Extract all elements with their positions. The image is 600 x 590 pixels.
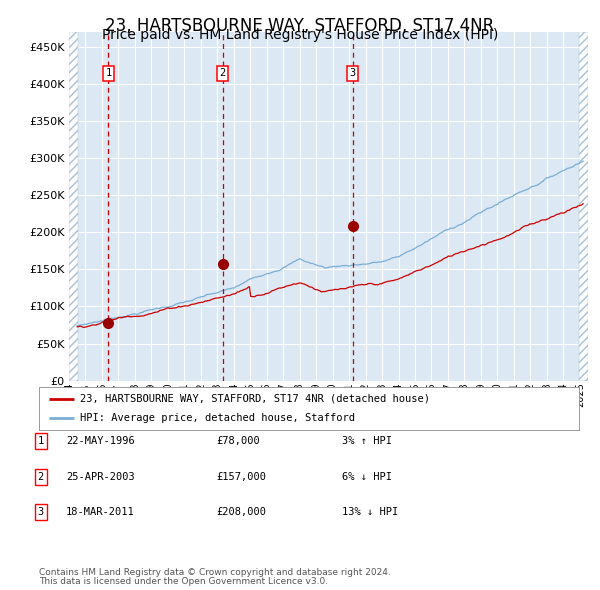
Text: 6% ↓ HPI: 6% ↓ HPI <box>342 472 392 481</box>
Text: 13% ↓ HPI: 13% ↓ HPI <box>342 507 398 517</box>
Text: 23, HARTSBOURNE WAY, STAFFORD, ST17 4NR: 23, HARTSBOURNE WAY, STAFFORD, ST17 4NR <box>106 17 494 35</box>
Text: This data is licensed under the Open Government Licence v3.0.: This data is licensed under the Open Gov… <box>39 577 328 586</box>
Text: 18-MAR-2011: 18-MAR-2011 <box>66 507 135 517</box>
Text: 2: 2 <box>38 472 44 481</box>
Text: 22-MAY-1996: 22-MAY-1996 <box>66 437 135 446</box>
Text: 3: 3 <box>38 507 44 517</box>
Text: £78,000: £78,000 <box>216 437 260 446</box>
Text: £157,000: £157,000 <box>216 472 266 481</box>
Text: 2: 2 <box>220 68 226 78</box>
Text: 1: 1 <box>38 437 44 446</box>
Text: 3% ↑ HPI: 3% ↑ HPI <box>342 437 392 446</box>
Text: HPI: Average price, detached house, Stafford: HPI: Average price, detached house, Staf… <box>79 414 355 424</box>
Text: 25-APR-2003: 25-APR-2003 <box>66 472 135 481</box>
Text: 3: 3 <box>349 68 356 78</box>
Text: £208,000: £208,000 <box>216 507 266 517</box>
Text: 1: 1 <box>105 68 112 78</box>
Text: Contains HM Land Registry data © Crown copyright and database right 2024.: Contains HM Land Registry data © Crown c… <box>39 568 391 577</box>
Text: Price paid vs. HM Land Registry's House Price Index (HPI): Price paid vs. HM Land Registry's House … <box>102 28 498 42</box>
Text: 23, HARTSBOURNE WAY, STAFFORD, ST17 4NR (detached house): 23, HARTSBOURNE WAY, STAFFORD, ST17 4NR … <box>79 394 430 404</box>
